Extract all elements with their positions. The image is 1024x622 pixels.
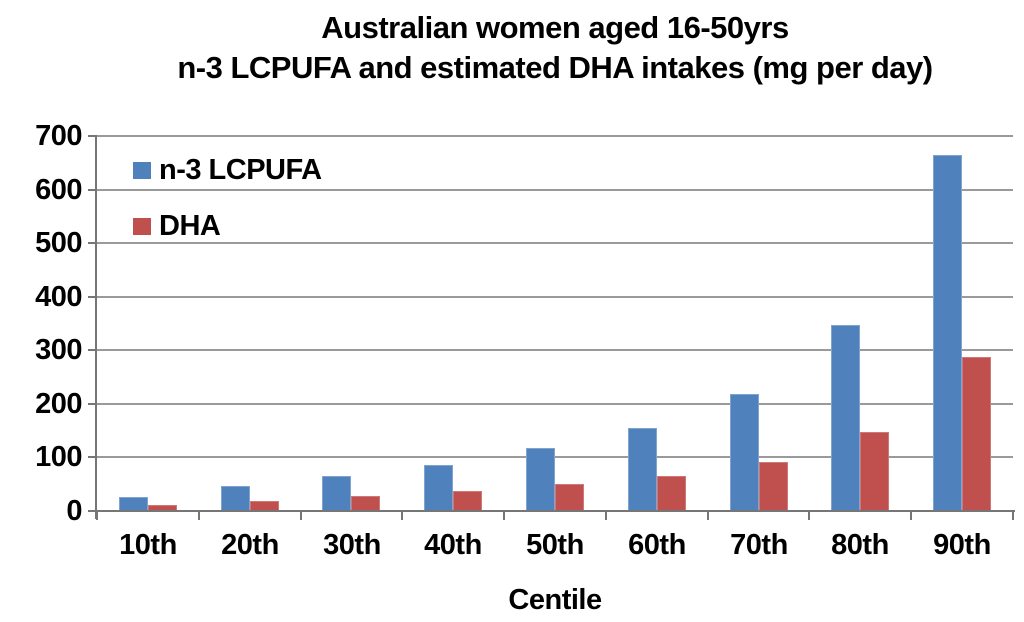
y-tick-mark — [88, 296, 97, 298]
legend: n-3 LCPUFA DHA — [133, 153, 322, 265]
bar-50th-n-3-lcpufa — [526, 448, 555, 511]
x-tick-mark — [300, 512, 302, 520]
bar-30th-n-3-lcpufa — [322, 476, 351, 511]
chart-title: Australian women aged 16-50yrs n-3 LCPUF… — [95, 8, 1015, 88]
y-axis-label-0: 0 — [66, 495, 82, 527]
x-axis-line — [95, 510, 1015, 512]
gridline-600 — [97, 189, 1013, 191]
x-tick-mark — [401, 512, 403, 520]
x-axis-title: Centile — [508, 584, 602, 616]
x-tick-mark — [808, 512, 810, 520]
x-axis-label-80th: 80th — [831, 529, 889, 561]
y-tick-mark — [88, 242, 97, 244]
gridline-500 — [97, 242, 1013, 244]
bar-60th-dha — [657, 476, 686, 511]
legend-label: DHA — [159, 209, 221, 242]
bar-40th-n-3-lcpufa — [424, 465, 453, 511]
chart-title-line2: n-3 LCPUFA and estimated DHA intakes (mg… — [177, 50, 933, 85]
gridline-400 — [97, 296, 1013, 298]
gridline-100 — [97, 456, 1013, 458]
bar-60th-n-3-lcpufa — [628, 428, 657, 511]
plot-area — [97, 135, 1013, 511]
gridline-300 — [97, 349, 1013, 351]
gridline-700 — [97, 135, 1013, 137]
legend-item-n3-lcpufa: n-3 LCPUFA — [133, 153, 322, 187]
bar-70th-dha — [759, 462, 788, 511]
y-tick-mark — [88, 510, 97, 512]
x-tick-mark — [1012, 512, 1014, 520]
chart-title-line1: Australian women aged 16-50yrs — [321, 10, 789, 45]
x-tick-mark — [198, 512, 200, 520]
bar-20th-n-3-lcpufa — [221, 486, 250, 511]
y-axis-label-400: 400 — [35, 281, 82, 313]
legend-swatch-blue-icon — [133, 161, 151, 179]
bar-80th-dha — [860, 432, 889, 511]
y-axis-label-100: 100 — [35, 441, 82, 473]
x-axis-label-40th: 40th — [424, 529, 482, 561]
x-axis-label-60th: 60th — [628, 529, 686, 561]
x-axis-label-10th: 10th — [119, 529, 177, 561]
y-tick-mark — [88, 456, 97, 458]
x-axis-label-30th: 30th — [323, 529, 381, 561]
y-axis-label-500: 500 — [35, 227, 82, 259]
y-tick-mark — [88, 349, 97, 351]
legend-swatch-red-icon — [133, 217, 151, 235]
y-tick-mark — [88, 135, 97, 137]
x-axis-label-50th: 50th — [526, 529, 584, 561]
bar-90th-dha — [962, 357, 991, 511]
x-tick-mark — [503, 512, 505, 520]
y-axis-line — [95, 136, 97, 519]
x-axis-label-90th: 90th — [933, 529, 991, 561]
x-tick-mark — [96, 512, 98, 520]
gridline-200 — [97, 403, 1013, 405]
x-tick-mark — [910, 512, 912, 520]
bar-30th-dha — [351, 496, 380, 511]
bar-70th-n-3-lcpufa — [730, 394, 759, 511]
bar-80th-n-3-lcpufa — [831, 325, 860, 511]
x-axis-label-70th: 70th — [730, 529, 788, 561]
y-axis-label-200: 200 — [35, 388, 82, 420]
y-tick-mark — [88, 403, 97, 405]
y-axis-label-600: 600 — [35, 174, 82, 206]
x-tick-mark — [707, 512, 709, 520]
bar-10th-n-3-lcpufa — [119, 497, 148, 511]
legend-item-dha: DHA — [133, 209, 322, 243]
x-axis-label-20th: 20th — [221, 529, 279, 561]
y-axis-label-700: 700 — [35, 120, 82, 152]
bar-90th-n-3-lcpufa — [933, 155, 962, 511]
x-tick-mark — [605, 512, 607, 520]
bar-40th-dha — [453, 491, 482, 511]
bar-50th-dha — [555, 484, 584, 511]
legend-label: n-3 LCPUFA — [159, 153, 322, 186]
y-axis-label-300: 300 — [35, 334, 82, 366]
y-tick-mark — [88, 189, 97, 191]
